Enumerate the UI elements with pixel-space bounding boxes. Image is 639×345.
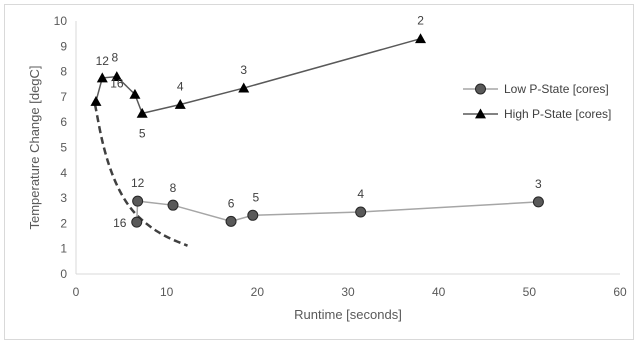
high-pstate-point [415,33,427,44]
legend-label: Low P-State [cores] [504,82,609,96]
high-pstate-point [96,72,108,83]
y-tick-label: 6 [60,115,67,129]
high-pstate-point [174,98,186,109]
low-pstate-data-label: 4 [357,187,364,201]
x-tick-label: 50 [523,285,537,299]
high-pstate-data-label: 5 [139,126,146,140]
low-pstate-point [355,206,367,218]
series-line-high-pstate [95,37,421,115]
high-pstate-data-label: 4 [177,79,184,93]
legend-label: High P-State [cores] [504,107,611,121]
y-tick-label: 0 [60,267,67,281]
y-tick-label: 5 [60,141,67,155]
x-tick-label: 40 [432,285,446,299]
x-tick-label: 60 [613,285,627,299]
trend-curve [93,104,188,247]
low-pstate-point [247,209,259,221]
y-tick-label: 7 [60,90,67,104]
low-pstate-data-label: 12 [131,176,145,190]
low-pstate-data-label: 6 [228,196,235,210]
low-pstate-point [131,216,143,228]
x-axis-title: Runtime [seconds] [294,307,402,322]
high-pstate-data-label: 12 [96,54,110,68]
low-pstate-data-label: 8 [170,181,177,195]
x-tick-label: 10 [160,285,174,299]
low-pstate-data-label: 3 [535,177,542,191]
high-pstate-point [238,82,250,93]
high-pstate-point [136,107,148,118]
chart-frame [4,4,634,340]
low-pstate-point [167,199,179,211]
y-axis-title: Temperature Change [degC] [27,65,42,229]
high-pstate-point [111,71,123,82]
y-tick-label: 4 [60,166,67,180]
high-pstate-point [129,88,141,99]
x-tick-label: 0 [73,285,80,299]
y-tick-label: 9 [60,39,67,53]
high-pstate-data-label: 2 [417,14,424,28]
y-tick-label: 8 [60,65,67,79]
legend-marker-circle [475,83,486,95]
y-tick-label: 1 [60,242,67,256]
high-pstate-data-label: 16 [110,76,124,90]
x-tick-label: 20 [251,285,265,299]
high-pstate-data-label: 8 [111,51,118,65]
y-tick-label: 10 [54,14,68,28]
series-line-low-pstate [135,200,539,223]
y-tick-label: 3 [60,191,67,205]
low-pstate-data-label: 5 [252,190,259,204]
y-tick-label: 2 [60,216,67,230]
high-pstate-point [90,95,102,106]
x-tick-label: 30 [341,285,355,299]
low-pstate-data-label: 16 [113,216,127,230]
low-pstate-point [132,195,144,207]
low-pstate-point [532,196,544,208]
low-pstate-point [225,215,237,227]
high-pstate-data-label: 3 [240,63,247,77]
legend-marker-triangle [475,108,486,119]
